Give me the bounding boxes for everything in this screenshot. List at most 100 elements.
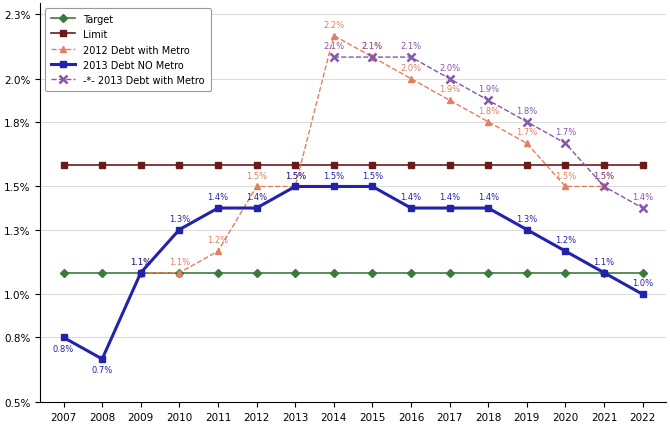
2013 Debt NO Metro <box>214 206 222 211</box>
Target <box>253 271 261 276</box>
Text: 1.5%: 1.5% <box>594 171 614 180</box>
Target <box>369 271 377 276</box>
Limit <box>561 163 569 168</box>
2012 Debt with Metro <box>446 98 454 104</box>
2012 Debt with Metro <box>253 184 261 190</box>
Target <box>291 271 299 276</box>
Text: 1.4%: 1.4% <box>632 193 653 201</box>
Text: 2.1%: 2.1% <box>401 42 421 51</box>
2013 Debt NO Metro <box>369 184 377 190</box>
Text: 2.1%: 2.1% <box>362 42 383 51</box>
2013 Debt NO Metro <box>639 292 647 297</box>
Text: 1.2%: 1.2% <box>208 236 228 245</box>
Text: 1.5%: 1.5% <box>285 171 306 180</box>
2013 Debt NO Metro <box>407 206 415 211</box>
2012 Debt with Metro <box>523 141 531 147</box>
2012 Debt with Metro <box>137 271 145 276</box>
-*- 2013 Debt with Metro <box>561 141 569 147</box>
Text: 1.1%: 1.1% <box>594 257 614 266</box>
Limit <box>137 163 145 168</box>
-*- 2013 Debt with Metro <box>369 55 377 60</box>
-*- 2013 Debt with Metro <box>523 120 531 125</box>
Target <box>639 271 647 276</box>
Text: 1.7%: 1.7% <box>516 128 537 137</box>
Text: 1.9%: 1.9% <box>439 85 460 94</box>
Target <box>407 271 415 276</box>
Text: 1.2%: 1.2% <box>555 236 576 245</box>
Text: 1.5%: 1.5% <box>362 171 383 180</box>
-*- 2013 Debt with Metro <box>407 55 415 60</box>
Limit <box>330 163 338 168</box>
Limit <box>369 163 377 168</box>
-*- 2013 Debt with Metro <box>639 206 647 211</box>
Target <box>561 271 569 276</box>
Line: 2012 Debt with Metro: 2012 Debt with Metro <box>137 33 608 276</box>
2013 Debt NO Metro <box>60 335 68 340</box>
2013 Debt NO Metro <box>330 184 338 190</box>
Line: Limit: Limit <box>60 162 646 169</box>
Text: 1.5%: 1.5% <box>246 171 267 180</box>
-*- 2013 Debt with Metro <box>484 98 492 104</box>
2012 Debt with Metro <box>176 271 184 276</box>
Line: Target: Target <box>61 271 645 276</box>
2013 Debt NO Metro <box>291 184 299 190</box>
Limit <box>600 163 608 168</box>
-*- 2013 Debt with Metro <box>600 184 608 190</box>
2013 Debt NO Metro <box>176 227 184 233</box>
Limit <box>98 163 106 168</box>
Limit <box>291 163 299 168</box>
2013 Debt NO Metro <box>253 206 261 211</box>
2013 Debt NO Metro <box>137 271 145 276</box>
Limit <box>446 163 454 168</box>
2013 Debt NO Metro <box>484 206 492 211</box>
Limit <box>214 163 222 168</box>
Text: 1.4%: 1.4% <box>401 193 421 201</box>
Target <box>98 271 106 276</box>
Limit <box>639 163 647 168</box>
Target <box>214 271 222 276</box>
Text: 1.4%: 1.4% <box>246 193 267 201</box>
Text: 1.4%: 1.4% <box>478 193 498 201</box>
2012 Debt with Metro <box>291 184 299 190</box>
Target <box>60 271 68 276</box>
-*- 2013 Debt with Metro <box>330 55 338 60</box>
2013 Debt NO Metro <box>446 206 454 211</box>
Text: 1.8%: 1.8% <box>516 106 537 115</box>
2012 Debt with Metro <box>330 34 338 39</box>
Text: 1.3%: 1.3% <box>516 214 537 223</box>
2013 Debt NO Metro <box>98 357 106 362</box>
2012 Debt with Metro <box>561 184 569 190</box>
Text: 1.0%: 1.0% <box>632 279 653 288</box>
Text: 1.9%: 1.9% <box>478 85 498 94</box>
Line: 2013 Debt NO Metro: 2013 Debt NO Metro <box>60 184 646 363</box>
Text: 1.4%: 1.4% <box>208 193 228 201</box>
Target <box>600 271 608 276</box>
Limit <box>60 163 68 168</box>
Text: 2.2%: 2.2% <box>323 20 344 29</box>
Text: 2.0%: 2.0% <box>439 63 460 72</box>
Target <box>523 271 531 276</box>
Text: 2.0%: 2.0% <box>401 63 421 72</box>
Target <box>176 271 184 276</box>
2013 Debt NO Metro <box>561 249 569 254</box>
Limit <box>484 163 492 168</box>
Text: 1.5%: 1.5% <box>323 171 344 180</box>
2013 Debt NO Metro <box>600 271 608 276</box>
2012 Debt with Metro <box>484 120 492 125</box>
Legend: Target, Limit, 2012 Debt with Metro, 2013 Debt NO Metro, -*- 2013 Debt with Metr: Target, Limit, 2012 Debt with Metro, 201… <box>46 9 210 92</box>
Target <box>484 271 492 276</box>
2013 Debt NO Metro <box>523 227 531 233</box>
Limit <box>407 163 415 168</box>
Text: 0.8%: 0.8% <box>53 344 74 353</box>
Limit <box>523 163 531 168</box>
Text: 1.1%: 1.1% <box>169 257 190 266</box>
Text: 1.7%: 1.7% <box>555 128 576 137</box>
Text: 1.4%: 1.4% <box>439 193 460 201</box>
Target <box>330 271 338 276</box>
2012 Debt with Metro <box>407 77 415 82</box>
Text: 1.1%: 1.1% <box>130 257 151 266</box>
Text: 1.5%: 1.5% <box>594 171 614 180</box>
2012 Debt with Metro <box>369 55 377 60</box>
Text: 2.1%: 2.1% <box>362 42 383 51</box>
Text: 1.3%: 1.3% <box>169 214 190 223</box>
